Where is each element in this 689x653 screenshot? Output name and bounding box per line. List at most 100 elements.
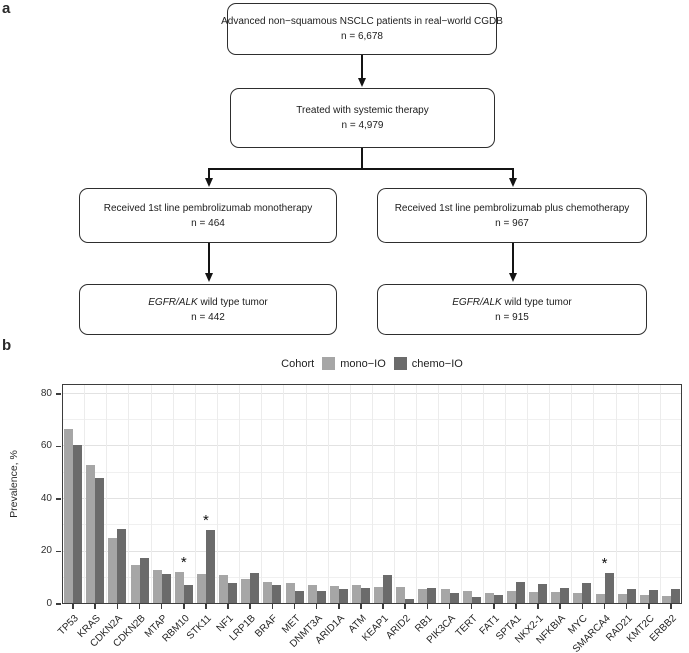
flow-box-population-n: n = 6,678 <box>341 31 383 42</box>
gridline-vertical <box>172 384 174 604</box>
connector-line <box>208 168 210 178</box>
panel-a-label: a <box>2 0 11 17</box>
arrowhead-icon <box>508 273 517 282</box>
flow-box-mono: Received 1st line pembrolizumab monother… <box>79 188 337 243</box>
bar-mono-io-PIK3CA <box>440 588 450 604</box>
bar-chemo-io-LRP1B <box>250 573 260 604</box>
x-tick <box>205 604 207 609</box>
flow-box-chemo-wildtype-text: EGFR/ALK wild type tumor <box>452 297 572 308</box>
bar-mono-io-STK11 <box>196 574 206 604</box>
legend-label: mono−IO <box>340 357 386 370</box>
gridline-vertical <box>637 384 639 604</box>
gridline-vertical <box>372 384 373 604</box>
significance-star-STK11: * <box>203 511 209 529</box>
bar-mono-io-RB1 <box>418 589 428 604</box>
bar-chemo-io-RB1 <box>427 588 437 604</box>
legend-title: Cohort <box>281 357 315 370</box>
x-tick <box>470 604 473 609</box>
x-tick <box>360 604 362 609</box>
gridline-vertical <box>482 384 484 604</box>
gridline-vertical <box>438 384 440 604</box>
gridline-vertical <box>261 384 263 604</box>
y-axis-title: Prevalence, % <box>8 450 20 518</box>
bar-chemo-io-RBM10 <box>183 585 193 604</box>
flow-box-chemo: Received 1st line pembrolizumab plus che… <box>377 188 647 243</box>
bar-chemo-io-TP53 <box>73 444 83 604</box>
bar-mono-io-ERBB2 <box>661 596 671 604</box>
bar-chemo-io-ARID1A <box>338 588 348 604</box>
x-tick <box>493 604 495 609</box>
bar-mono-io-BRAF <box>263 581 273 604</box>
bar-mono-io-SMARCA4 <box>595 593 605 604</box>
gridline-vertical <box>394 384 396 604</box>
bar-chemo-io-ATM <box>360 587 370 604</box>
x-tick <box>271 604 274 609</box>
bar-mono-io-TERT <box>462 590 472 604</box>
gridline-vertical <box>84 384 86 604</box>
x-tick <box>249 604 251 609</box>
significance-star-SMARCA4: * <box>601 555 608 573</box>
x-tick <box>581 604 584 609</box>
legend-key-icon <box>322 357 336 370</box>
bar-chemo-io-TERT <box>471 596 481 604</box>
plot-wrap: * * * TP53 KRAS CDKN2A CDKN2B MTAP RBM10 STK11 NF… <box>41 384 682 653</box>
gene-names-italic: EGFR/ALK <box>452 296 502 308</box>
gridline-vertical <box>527 384 528 604</box>
gridline-vertical <box>615 384 617 604</box>
y-tick <box>56 393 61 395</box>
x-tick <box>537 604 539 609</box>
bar-mono-io-DNMT3A <box>307 585 317 604</box>
bar-chemo-io-CDKN2B <box>139 557 149 604</box>
panel-b-label: b <box>2 337 12 354</box>
gridline-vertical <box>659 384 661 604</box>
gridline-vertical <box>128 384 130 604</box>
flow-box-chemo-text: Received 1st line pembrolizumab plus che… <box>394 202 630 214</box>
bar-mono-io-KMT2C <box>639 594 649 604</box>
flow-box-systemic-therapy: Treated with systemic therapy n = 4,979 <box>230 88 495 148</box>
bar-mono-io-KRAS <box>86 465 96 604</box>
gridline-vertical <box>305 384 307 604</box>
bar-mono-io-ARID1A <box>329 585 339 604</box>
bar-chemo-io-ARID2 <box>405 598 415 604</box>
gridline-vertical <box>504 384 506 604</box>
x-tick <box>116 604 119 609</box>
connector-line <box>361 148 363 169</box>
y-tick-label-60: 60 <box>40 440 52 452</box>
bar-mono-io-MYC <box>573 593 583 604</box>
bar-mono-io-NF1 <box>219 575 229 604</box>
y-tick <box>56 445 61 448</box>
bar-mono-io-CDKN2A <box>108 538 118 604</box>
legend-label: chemo−IO <box>411 357 463 370</box>
x-tick <box>338 604 340 609</box>
bar-chemo-io-FAT1 <box>493 595 503 604</box>
bar-mono-io-RAD21 <box>617 594 627 604</box>
gridline-vertical <box>239 384 241 604</box>
flow-box-systemic-therapy-n: n = 4,979 <box>341 120 384 131</box>
arrowhead-icon <box>204 178 213 187</box>
flow-box-chemo-n: n = 967 <box>495 217 529 229</box>
flow-box-mono-wildtype-n: n = 442 <box>191 311 225 323</box>
y-tick <box>56 550 61 553</box>
x-tick <box>315 604 318 609</box>
gridline-vertical <box>194 384 196 604</box>
gridline-vertical <box>593 384 595 604</box>
gridline-vertical <box>571 384 573 604</box>
flow-box-population-text: Advanced non−squamous NSCLC patients in … <box>221 16 503 27</box>
connector-line <box>512 168 514 178</box>
connector-line <box>512 243 514 273</box>
bar-mono-io-CDKN2B <box>130 564 140 604</box>
x-tick <box>72 604 74 609</box>
bar-chemo-io-STK11 <box>205 529 215 604</box>
plot-area: * * * <box>62 384 682 604</box>
bar-chemo-io-NFKBIA <box>560 588 570 604</box>
gridline-vertical <box>327 384 329 604</box>
x-tick <box>648 604 650 609</box>
bar-mono-io-NKX2-1 <box>529 591 539 604</box>
flow-box-systemic-therapy-text: Treated with systemic therapy <box>296 105 429 116</box>
bar-chemo-io-PIK3CA <box>449 592 459 604</box>
bar-chemo-io-KMT2C <box>648 590 658 604</box>
arrowhead-icon <box>508 178 517 187</box>
flow-box-chemo-wildtype-n: n = 915 <box>495 311 529 323</box>
y-tick <box>56 603 61 605</box>
